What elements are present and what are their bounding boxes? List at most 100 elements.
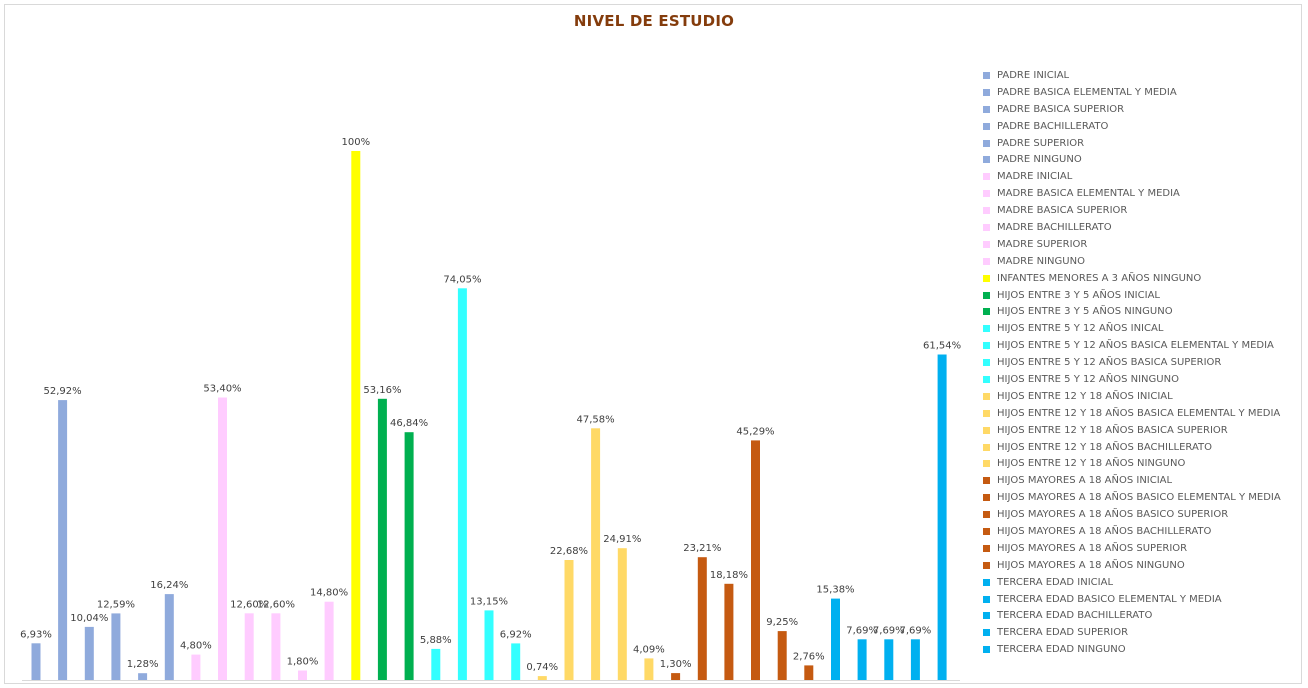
legend-label: MADRE SUPERIOR: [997, 239, 1087, 250]
data-label: 4,09%: [633, 644, 665, 655]
legend-swatch: [983, 528, 990, 535]
legend-swatch: [983, 562, 990, 569]
bar: [911, 639, 920, 680]
legend-label: MADRE INICIAL: [997, 171, 1072, 182]
data-label: 15,38%: [816, 585, 854, 596]
legend-label: HIJOS ENTRE 12 Y 18 AÑOS NINGUNO: [997, 458, 1185, 469]
legend-swatch: [983, 444, 990, 451]
bar: [271, 613, 280, 680]
legend-label: HIJOS ENTRE 12 Y 18 AÑOS BASICA SUPERIOR: [997, 425, 1228, 436]
legend-item: HIJOS ENTRE 5 Y 12 AÑOS BASICA SUPERIOR: [983, 354, 1303, 371]
data-label: 6,93%: [20, 629, 52, 640]
bar: [858, 639, 867, 680]
legend-label: PADRE BASICA ELEMENTAL Y MEDIA: [997, 87, 1177, 98]
legend-item: PADRE BASICA ELEMENTAL Y MEDIA: [983, 84, 1303, 101]
legend-item: INFANTES MENORES A 3 AÑOS NINGUNO: [983, 270, 1303, 287]
legend-label: HIJOS ENTRE 12 Y 18 AÑOS INICIAL: [997, 391, 1173, 402]
data-label: 1,28%: [127, 659, 159, 670]
legend-swatch: [983, 156, 990, 163]
data-label: 74,05%: [443, 274, 481, 285]
legend-item: HIJOS MAYORES A 18 AÑOS SUPERIOR: [983, 540, 1303, 557]
bar: [644, 658, 653, 680]
legend-swatch: [983, 292, 990, 299]
legend-swatch: [983, 545, 990, 552]
legend-swatch: [983, 629, 990, 636]
bar: [431, 649, 440, 680]
data-label: 45,29%: [736, 426, 774, 437]
data-label: 13,15%: [470, 596, 508, 607]
data-label: 14,80%: [310, 588, 348, 599]
legend-item: HIJOS ENTRE 12 Y 18 AÑOS BACHILLERATO: [983, 439, 1303, 456]
data-label: 53,40%: [203, 384, 241, 395]
data-label: 22,68%: [550, 546, 588, 557]
bar: [378, 399, 387, 680]
bar: [565, 560, 574, 680]
data-label: 7,69%: [900, 625, 932, 636]
bar: [165, 594, 174, 680]
legend-item: HIJOS MAYORES A 18 AÑOS BASICO SUPERIOR: [983, 506, 1303, 523]
data-label: 24,91%: [603, 534, 641, 545]
legend-swatch: [983, 72, 990, 79]
data-label: 9,25%: [766, 617, 798, 628]
bar: [724, 584, 733, 680]
bar: [298, 671, 307, 681]
legend-swatch: [983, 477, 990, 484]
legend-swatch: [983, 190, 990, 197]
legend-label: HIJOS MAYORES A 18 AÑOS INICIAL: [997, 475, 1172, 486]
legend-swatch: [983, 275, 990, 282]
legend-item: MADRE INICIAL: [983, 168, 1303, 185]
legend-swatch: [983, 308, 990, 315]
legend-item: HIJOS MAYORES A 18 AÑOS BASICO ELEMENTAL…: [983, 489, 1303, 506]
legend-label: MADRE BACHILLERATO: [997, 222, 1112, 233]
data-label: 18,18%: [710, 570, 748, 581]
bar: [938, 355, 947, 681]
legend-swatch: [983, 106, 990, 113]
legend-label: MADRE BASICA SUPERIOR: [997, 205, 1127, 216]
legend-label: HIJOS ENTRE 5 Y 12 AÑOS INICAL: [997, 323, 1163, 334]
legend-label: PADRE NINGUNO: [997, 154, 1082, 165]
legend-label: PADRE SUPERIOR: [997, 138, 1084, 149]
bar: [485, 610, 494, 680]
legend-label: PADRE INICIAL: [997, 70, 1069, 81]
legend-swatch: [983, 494, 990, 501]
legend-label: TERCERA EDAD BACHILLERATO: [997, 610, 1152, 621]
legend-swatch: [983, 342, 990, 349]
legend-label: HIJOS ENTRE 12 Y 18 AÑOS BACHILLERATO: [997, 442, 1212, 453]
data-label: 46,84%: [390, 418, 428, 429]
legend-label: TERCERA EDAD NINGUNO: [997, 644, 1126, 655]
legend-label: TERCERA EDAD SUPERIOR: [997, 627, 1128, 638]
legend-item: PADRE SUPERIOR: [983, 135, 1303, 152]
bar: [538, 676, 547, 680]
legend-swatch: [983, 511, 990, 518]
data-label: 1,30%: [660, 659, 692, 670]
legend-swatch: [983, 207, 990, 214]
legend-label: HIJOS MAYORES A 18 AÑOS SUPERIOR: [997, 543, 1187, 554]
bar: [351, 151, 360, 680]
data-label: 1,80%: [287, 657, 319, 668]
data-label: 12,60%: [257, 599, 295, 610]
bar: [85, 627, 94, 680]
data-label: 53,16%: [363, 385, 401, 396]
legend-item: HIJOS ENTRE 12 Y 18 AÑOS BASICA SUPERIOR: [983, 422, 1303, 439]
legend-item: MADRE BASICA SUPERIOR: [983, 202, 1303, 219]
legend-swatch: [983, 123, 990, 130]
bar: [325, 602, 334, 680]
bar: [618, 548, 627, 680]
legend-swatch: [983, 646, 990, 653]
data-label: 52,92%: [44, 386, 82, 397]
bar: [245, 613, 254, 680]
legend-item: HIJOS ENTRE 5 Y 12 AÑOS INICAL: [983, 320, 1303, 337]
bar: [698, 557, 707, 680]
data-label: 2,76%: [793, 651, 825, 662]
legend-item: HIJOS ENTRE 5 Y 12 AÑOS NINGUNO: [983, 371, 1303, 388]
legend-label: HIJOS ENTRE 12 Y 18 AÑOS BASICA ELEMENTA…: [997, 408, 1280, 419]
bar: [138, 673, 147, 680]
bar: [111, 613, 120, 680]
bar: [591, 428, 600, 680]
bar: [778, 631, 787, 680]
legend-item: TERCERA EDAD SUPERIOR: [983, 624, 1303, 641]
legend-item: HIJOS ENTRE 3 Y 5 AÑOS INICIAL: [983, 287, 1303, 304]
legend-item: PADRE NINGUNO: [983, 151, 1303, 168]
legend-label: HIJOS ENTRE 5 Y 12 AÑOS NINGUNO: [997, 374, 1179, 385]
legend-label: MADRE BASICA ELEMENTAL Y MEDIA: [997, 188, 1180, 199]
